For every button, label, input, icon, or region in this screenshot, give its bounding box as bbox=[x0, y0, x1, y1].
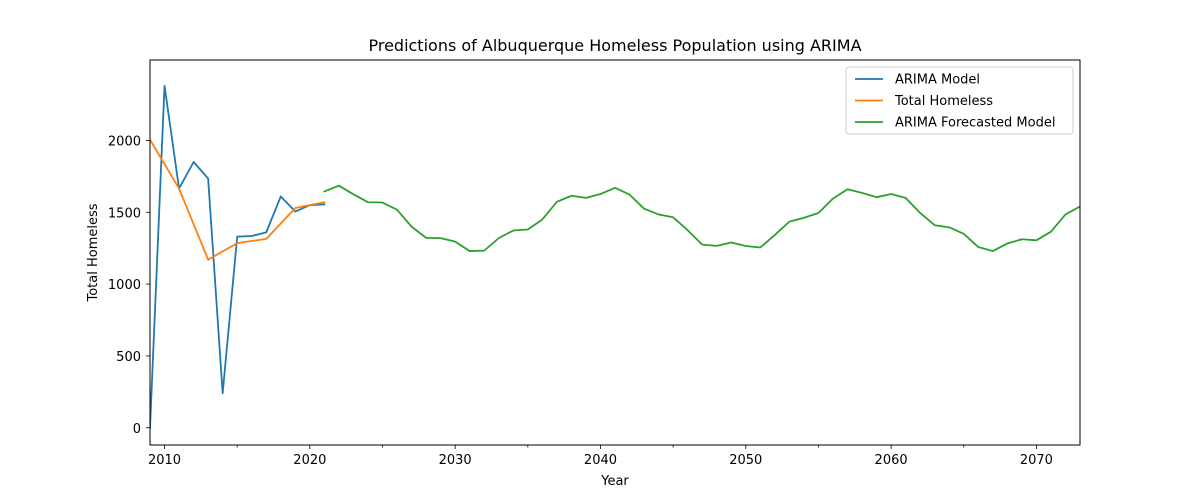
legend-item: ARIMA Forecasted Model bbox=[855, 116, 1055, 131]
y-tick-label: 0 bbox=[133, 422, 141, 437]
legend-item: ARIMA Model bbox=[855, 73, 980, 88]
legend-label: ARIMA Forecasted Model bbox=[895, 116, 1055, 131]
x-tick-label: 2030 bbox=[439, 453, 472, 468]
y-tick-label: 2000 bbox=[108, 134, 141, 149]
legend-box bbox=[845, 66, 1074, 135]
y-axis-label: Total Homeless bbox=[86, 203, 101, 302]
legend-item: Total Homeless bbox=[855, 94, 993, 109]
y-tick-label: 1500 bbox=[108, 206, 141, 221]
y-tick-label: 1000 bbox=[108, 278, 141, 293]
legend-label: ARIMA Model bbox=[895, 73, 980, 88]
x-tick-label: 2060 bbox=[875, 453, 908, 468]
series-line-arima-model bbox=[150, 84, 326, 429]
x-axis: 2010 2020 2030 2040 2050 2060 2070 bbox=[148, 445, 1053, 468]
legend-label: Total Homeless bbox=[894, 94, 993, 109]
x-tick-label: 2070 bbox=[1020, 453, 1053, 468]
y-axis: 0 500 1000 1500 2000 bbox=[108, 134, 150, 437]
y-tick-label: 500 bbox=[116, 350, 141, 365]
series-line-arima-forecasted-model bbox=[323, 184, 1080, 252]
series-lines bbox=[150, 84, 1080, 429]
series-line-total-homeless bbox=[150, 138, 326, 261]
x-tick-label: 2020 bbox=[293, 453, 326, 468]
chart-title: Predictions of Albuquerque Homeless Popu… bbox=[368, 36, 861, 55]
x-tick-label: 2050 bbox=[729, 453, 762, 468]
x-axis-label: Year bbox=[600, 474, 629, 489]
x-tick-label: 2040 bbox=[584, 453, 617, 468]
plot-frame bbox=[149, 59, 1081, 446]
legend: ARIMA Model Total Homeless ARIMA Forecaste… bbox=[845, 66, 1074, 135]
x-tick-label: 2010 bbox=[148, 453, 181, 468]
plot-area bbox=[149, 59, 1081, 446]
